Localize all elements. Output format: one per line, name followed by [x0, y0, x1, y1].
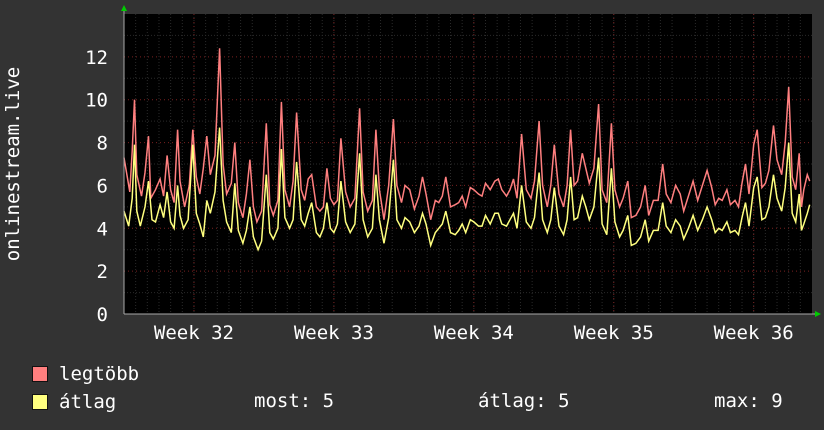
axes [121, 5, 821, 317]
x-tick-label: Week 35 [574, 322, 654, 344]
legend-item-max: legtöbb [32, 362, 139, 386]
stat-average: átlag: 5 [478, 390, 570, 412]
series-layer [123, 48, 811, 252]
y-tick-label: 12 [85, 47, 108, 69]
plot-background [124, 14, 812, 314]
x-tick-label: Week 34 [434, 322, 514, 344]
y-tick-label: 4 [97, 218, 108, 240]
legend-item-avg: átlag [32, 390, 116, 414]
legend-swatch-max [32, 366, 48, 382]
y-tick-label: 10 [85, 90, 108, 112]
tick-labels: 0 2 4 6 8 10 12 Week 32 Week 33 Week 34 Week 35 Wee… [85, 47, 794, 344]
series-line-max [123, 48, 811, 225]
plot-area [124, 14, 812, 314]
y-axis-label: onlinestream.live [2, 67, 24, 261]
x-tick-label: Week 32 [154, 322, 234, 344]
legend-label-avg: átlag [59, 391, 117, 413]
series-line-avg [123, 127, 811, 252]
legend-swatch-avg [32, 394, 48, 410]
y-tick-label: 2 [97, 261, 108, 283]
legend: legtöbb átlag most: 5 átlag: 5 max: 9 [32, 362, 812, 422]
y-tick-label: 0 [97, 304, 108, 326]
x-axis-arrow [815, 311, 821, 317]
legend-label-max: legtöbb [59, 363, 140, 385]
x-tick-label: Week 33 [294, 322, 374, 344]
y-tick-label: 6 [97, 175, 108, 197]
stat-current: most: 5 [254, 390, 335, 412]
x-tick-label: Week 36 [714, 322, 794, 344]
y-axis-arrow [121, 5, 127, 11]
stat-max: max: 9 [714, 390, 783, 412]
y-tick-label: 8 [97, 133, 108, 155]
